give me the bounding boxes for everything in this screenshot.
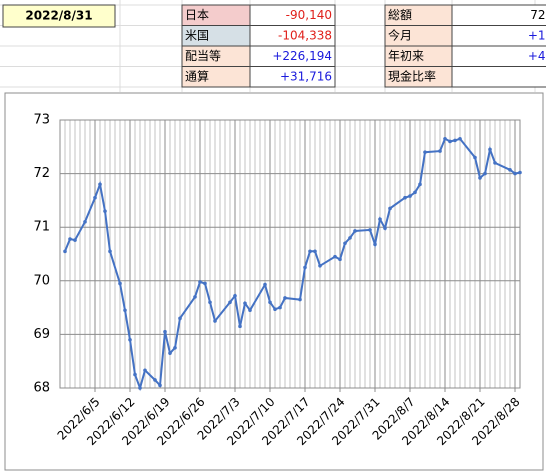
row-label: 配当等: [185, 49, 221, 63]
date-cell: [2, 4, 116, 28]
data-point: [203, 281, 207, 286]
data-point: [493, 161, 497, 165]
data-point: [108, 249, 112, 254]
data-point: [378, 217, 382, 221]
row-value: 72,028,681: [530, 8, 546, 22]
data-point: [163, 329, 167, 334]
data-point: [478, 176, 482, 180]
data-point: [128, 337, 132, 342]
data-point: [118, 281, 122, 286]
data-point: [98, 182, 102, 187]
y-tick-label: 73: [33, 113, 50, 128]
data-point: [313, 249, 317, 254]
row-value: +1,082,574: [528, 29, 546, 43]
data-point: [248, 308, 252, 313]
data-point: [68, 237, 72, 241]
data-point: [443, 136, 447, 141]
row-value: +4,325,350: [528, 49, 546, 63]
data-point: [153, 378, 157, 382]
data-point: [178, 316, 182, 321]
data-point: [133, 372, 137, 377]
data-point: [173, 346, 177, 350]
data-point: [278, 305, 282, 310]
data-point: [158, 383, 162, 388]
data-point: [348, 236, 352, 240]
data-point: [193, 295, 197, 299]
y-tick-label: 68: [33, 381, 50, 396]
row-label: 通算: [185, 69, 209, 84]
data-point: [438, 149, 442, 153]
data-point: [208, 300, 212, 305]
data-point: [373, 242, 377, 247]
data-point: [418, 182, 422, 187]
data-point: [283, 296, 287, 300]
data-point: [273, 307, 277, 312]
data-point: [103, 209, 107, 213]
y-tick-label: 71: [33, 220, 50, 235]
data-point: [473, 155, 477, 160]
y-tick-label: 72: [33, 166, 50, 181]
plot-area: [59, 119, 521, 389]
data-point: [198, 280, 202, 284]
data-point: [168, 351, 172, 355]
data-point: [298, 297, 302, 302]
data-point: [238, 324, 242, 329]
data-point: [303, 265, 307, 270]
row-label: 今月: [388, 28, 412, 43]
row-value: +226,194: [272, 49, 332, 63]
data-point: [233, 294, 237, 298]
data-point: [458, 136, 462, 141]
data-point: [228, 300, 232, 305]
data-point: [333, 254, 337, 259]
data-point: [383, 226, 387, 231]
value-cell: [249, 66, 336, 88]
data-point: [143, 368, 147, 373]
row-value: +31,716: [280, 70, 332, 84]
data-point: [368, 228, 372, 232]
data-point: [403, 195, 407, 200]
row-label: 日本: [185, 8, 209, 22]
row-label: 現金比率: [388, 69, 436, 84]
data-point: [413, 190, 417, 195]
data-point: [338, 257, 342, 262]
data-point: [73, 238, 77, 242]
data-point: [513, 171, 517, 176]
data-point: [83, 220, 87, 224]
data-point: [448, 139, 452, 144]
data-point: [518, 170, 522, 175]
row-label: 総額: [388, 8, 412, 22]
data-point: [508, 168, 512, 172]
row-value: -90,140: [286, 8, 332, 22]
row-label: 米国: [185, 29, 209, 43]
data-point: [93, 195, 97, 200]
y-tick-label: 70: [33, 273, 50, 288]
data-point: [423, 150, 427, 154]
data-point: [63, 249, 67, 254]
data-point: [308, 249, 312, 254]
data-point: [213, 319, 217, 323]
data-point: [488, 147, 492, 152]
data-point: [268, 300, 272, 305]
value-cell: [451, 66, 546, 88]
summary-tables: 日本 -90,140 米国 -104,338 配当等 +226,194 通算 +31,716 総…: [181, 4, 546, 88]
data-point: [353, 229, 357, 233]
data-point: [408, 194, 412, 198]
data-line: [64, 137, 521, 392]
data-point: [243, 301, 247, 306]
data-point: [483, 171, 487, 176]
data-point: [453, 138, 457, 143]
data-point: [263, 282, 267, 287]
row-value: -104,338: [278, 29, 332, 43]
data-point: [138, 386, 142, 390]
y-tick-label: 69: [33, 327, 50, 342]
data-point: [343, 241, 347, 246]
data-point: [388, 206, 392, 211]
data-point: [318, 263, 322, 268]
date: 2022/8/31: [25, 9, 92, 23]
row-label: 年初来: [388, 49, 424, 63]
data-point: [123, 308, 127, 313]
